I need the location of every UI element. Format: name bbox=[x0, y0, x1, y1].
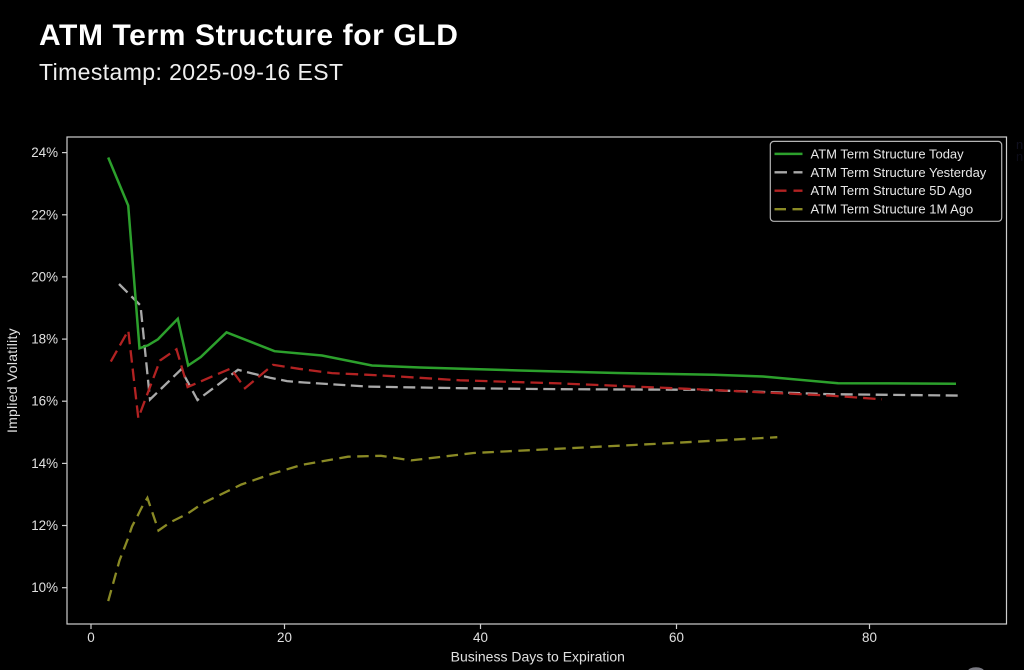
svg-text:n: n bbox=[1016, 149, 1023, 164]
svg-text:80: 80 bbox=[862, 630, 877, 645]
svg-text:24%: 24% bbox=[31, 145, 58, 160]
svg-text:14%: 14% bbox=[31, 456, 58, 471]
svg-text:ATM Term Structure Today: ATM Term Structure Today bbox=[811, 146, 965, 161]
svg-text:18%: 18% bbox=[31, 332, 58, 347]
svg-text:Business Days to Expiration: Business Days to Expiration bbox=[451, 649, 625, 665]
svg-text:Implied Volatility: Implied Volatility bbox=[4, 328, 20, 433]
svg-text:np: np bbox=[1016, 137, 1024, 152]
svg-text:ATM Term Structure 1M Ago: ATM Term Structure 1M Ago bbox=[811, 202, 974, 217]
svg-text:12%: 12% bbox=[31, 518, 58, 533]
svg-text:20: 20 bbox=[277, 630, 292, 645]
svg-text:16%: 16% bbox=[31, 394, 58, 409]
svg-text:ATM Term Structure 5D Ago: ATM Term Structure 5D Ago bbox=[811, 183, 972, 198]
svg-text:40: 40 bbox=[473, 630, 488, 645]
svg-text:22%: 22% bbox=[31, 207, 58, 222]
svg-text:60: 60 bbox=[669, 630, 684, 645]
svg-text:ATM Term Structure Yesterday: ATM Term Structure Yesterday bbox=[811, 165, 987, 180]
svg-text:10%: 10% bbox=[31, 580, 58, 595]
svg-text:0: 0 bbox=[87, 630, 94, 645]
svg-text:20%: 20% bbox=[31, 269, 58, 284]
